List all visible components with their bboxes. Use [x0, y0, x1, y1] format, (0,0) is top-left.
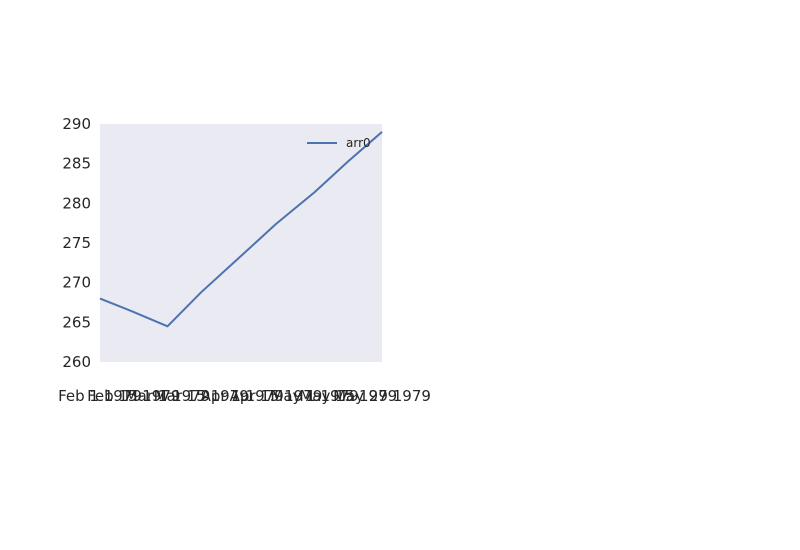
x-tick-label: Feb 1 1979 — [58, 387, 142, 405]
legend-label: arr0 — [346, 136, 371, 150]
y-tick-label: 265 — [62, 313, 91, 331]
y-axis-ticks: 260 265 270 275 280 285 290 — [62, 115, 91, 371]
y-tick-label: 270 — [62, 274, 91, 292]
x-tick-label: May 29 1979 — [333, 387, 431, 405]
y-tick-label: 260 — [62, 353, 91, 371]
series-layer — [99, 131, 383, 328]
x-tick-label: Mar 1 1979 — [125, 387, 211, 405]
y-tick-label: 280 — [62, 194, 91, 212]
series-line-arr0 — [99, 131, 383, 328]
x-tick-label: Apr 15 1979 — [230, 387, 323, 405]
x-tick-label: Apr 1 1979 — [201, 387, 284, 405]
y-tick-label: 275 — [62, 234, 91, 252]
x-tick-label: Feb 15 1979 — [87, 387, 180, 405]
plot-area — [100, 124, 382, 362]
x-tick-label: May 1 1979 — [270, 387, 358, 405]
y-tick-label: 290 — [62, 115, 91, 133]
legend: arr0 — [307, 136, 371, 150]
y-tick-label: 285 — [62, 155, 91, 173]
x-tick-label: May 15 1979 — [299, 387, 397, 405]
x-tick-label: Mar 15 1979 — [154, 387, 249, 405]
